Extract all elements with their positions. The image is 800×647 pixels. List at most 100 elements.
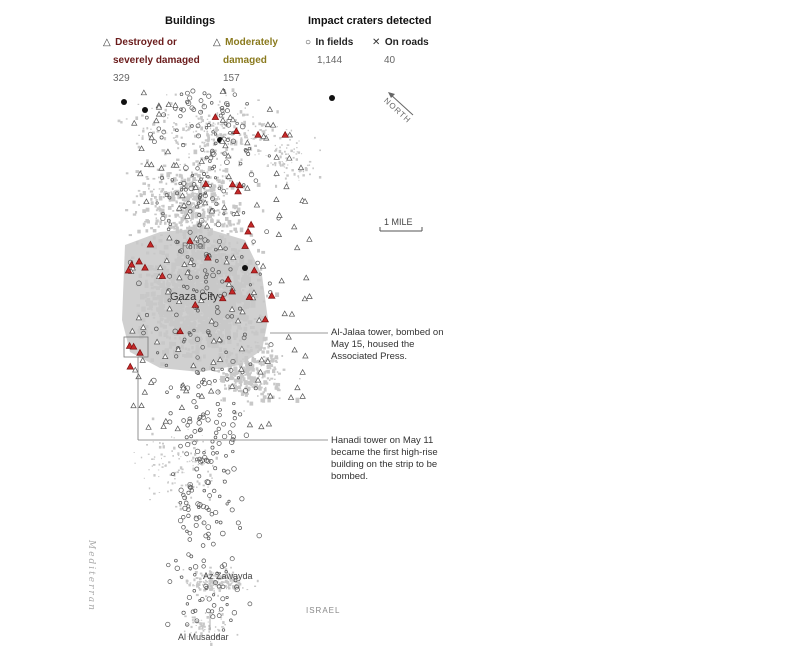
moderate-damage-marker (253, 201, 261, 208)
urban-block (236, 581, 239, 583)
crater-marker (235, 520, 241, 526)
urban-block (254, 125, 257, 128)
urban-block (213, 587, 215, 590)
moderate-damage-marker (184, 212, 191, 219)
urban-block (186, 582, 188, 585)
urban-block (219, 577, 221, 578)
urban-block (206, 171, 209, 174)
urban-block (251, 357, 254, 359)
crater-marker (215, 389, 221, 395)
urban-block (177, 147, 180, 150)
crater-marker (187, 537, 193, 542)
legend-fields-count: 1,144 (317, 55, 343, 66)
urban-block (197, 174, 201, 178)
urban-block (177, 143, 180, 145)
urban-block (199, 572, 203, 575)
urban-block (191, 173, 194, 176)
urban-block (266, 377, 270, 380)
crater-marker (185, 254, 190, 259)
urban-block (194, 515, 197, 519)
urban-block (178, 191, 181, 194)
moderate-damage-marker (299, 392, 306, 399)
urban-block (182, 508, 184, 510)
moderate-damage-marker (180, 202, 188, 208)
urban-block (208, 176, 212, 179)
urban-block (160, 213, 165, 216)
crater-marker (155, 201, 159, 205)
urban-block (163, 137, 167, 141)
crater-marker (203, 191, 208, 195)
crater-marker (168, 411, 173, 416)
urban-block (291, 169, 294, 172)
crater-marker (238, 306, 242, 311)
crater-marker (179, 92, 184, 97)
moderate-damage-marker (225, 152, 232, 159)
urban-block (267, 398, 271, 403)
crater-marker (217, 494, 222, 499)
urban-block (183, 472, 185, 474)
destroyed-layer (124, 113, 289, 370)
crater-marker (166, 218, 171, 223)
urban-block (172, 210, 175, 212)
crater-marker (216, 584, 222, 589)
urban-block (182, 127, 185, 131)
urban-block (189, 442, 192, 444)
urban-block (195, 160, 199, 163)
urban-block (246, 589, 249, 591)
moderate-damage-marker (166, 234, 173, 241)
crater-marker (220, 596, 226, 602)
urban-block (214, 626, 217, 628)
urban-block (299, 378, 301, 380)
urban-block (216, 370, 218, 372)
urban-block (237, 386, 241, 389)
moderate-damage-marker (164, 148, 172, 155)
urban-block (141, 114, 144, 117)
urban-block (211, 477, 213, 479)
crater-marker (176, 395, 180, 399)
urban-block (167, 490, 169, 493)
moderate-damage-marker (181, 261, 188, 267)
crater-marker (229, 618, 233, 623)
urban-block (145, 176, 149, 178)
moderate-damage-marker (187, 258, 194, 265)
urban-block (252, 137, 256, 140)
urban-block (276, 126, 278, 128)
crater-marker (232, 410, 237, 414)
urban-block (140, 170, 142, 173)
crater-marker (230, 358, 236, 365)
place-al-musaddar: Al Musaddar (178, 632, 229, 642)
destroyed-marker (211, 113, 220, 120)
urban-block (198, 586, 200, 589)
urban-block (256, 372, 259, 375)
crater-marker (184, 285, 190, 290)
crater-marker (210, 445, 215, 450)
moderate-damage-marker (244, 139, 251, 146)
legend-destroyed-label-2: severely damaged (113, 55, 200, 66)
urban-block (140, 162, 143, 165)
urban-block (266, 294, 269, 298)
urban-block (198, 482, 201, 486)
crater-marker (165, 390, 169, 394)
urban-block (286, 147, 288, 149)
crater-marker (221, 188, 226, 194)
moderate-damage-marker (227, 114, 234, 120)
urban-block (209, 187, 214, 192)
crater-marker (194, 448, 201, 455)
crater-marker (194, 466, 200, 472)
urban-block (237, 579, 239, 582)
urban-block (221, 230, 224, 232)
urban-block (187, 127, 191, 130)
urban-block (207, 134, 210, 138)
urban-block (161, 188, 165, 191)
urban-block (224, 384, 226, 387)
urban-block (204, 579, 207, 582)
urban-block (309, 173, 311, 176)
moderate-damage-marker (175, 346, 182, 352)
urban-block (162, 463, 164, 465)
moderate-damage-marker (140, 89, 148, 96)
crater-marker (195, 166, 200, 171)
urban-block (177, 502, 179, 504)
urban-block (279, 146, 281, 149)
urban-block (192, 621, 195, 624)
